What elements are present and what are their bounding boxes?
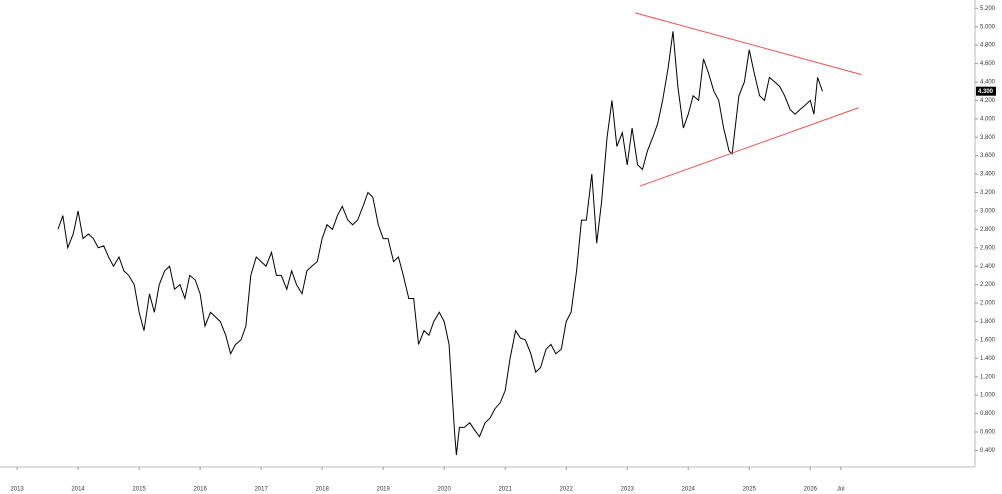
y-tick-label: 3.600 xyxy=(980,153,996,159)
x-tick-label: 2016 xyxy=(193,487,207,493)
y-tick-label: 4.200 xyxy=(980,98,996,104)
y-tick-label: 2.600 xyxy=(980,245,996,251)
y-tick-label: 3.200 xyxy=(980,190,996,196)
x-tick-label: 2022 xyxy=(560,487,574,493)
y-tick-label: 5.000 xyxy=(980,24,996,30)
y-tick-label: 0.400 xyxy=(980,448,996,454)
x-tick-label: 2015 xyxy=(132,487,146,493)
y-tick-label: 0.600 xyxy=(980,430,996,436)
y-tick-label: 1.800 xyxy=(980,319,996,325)
trend-line xyxy=(639,107,859,187)
x-tick-label: 2026 xyxy=(804,487,818,493)
y-tick-label: 1.400 xyxy=(980,356,996,362)
y-tick-label: 1.600 xyxy=(980,337,996,343)
price-line xyxy=(57,31,823,456)
trend-line xyxy=(635,12,862,76)
y-tick-label: 1.000 xyxy=(980,393,996,399)
x-tick-label: Jul xyxy=(837,487,845,493)
x-tick-label: 2014 xyxy=(71,487,85,493)
y-tick-label: 2.800 xyxy=(980,227,996,233)
last-price-tag xyxy=(976,86,996,96)
y-tick-label: 0.800 xyxy=(980,411,996,417)
y-tick-label: 3.800 xyxy=(980,135,996,141)
y-tick-label: 5.200 xyxy=(980,6,996,12)
y-tick-label: 4.600 xyxy=(980,61,996,67)
x-tick-label: 2017 xyxy=(254,487,268,493)
x-tick-label: 2018 xyxy=(315,487,329,493)
x-tick-label: 2023 xyxy=(621,487,635,493)
y-tick-label: 2.400 xyxy=(980,264,996,270)
y-tick-label: 4.400 xyxy=(980,80,996,86)
last-price-label: 4.300 xyxy=(978,89,994,95)
y-tick-label: 2.200 xyxy=(980,282,996,288)
y-tick-label: 2.000 xyxy=(980,301,996,307)
x-tick-label: 2021 xyxy=(499,487,513,493)
x-tick-label: 2013 xyxy=(10,487,24,493)
x-tick-label: 2025 xyxy=(743,487,757,493)
x-tick-label: 2020 xyxy=(438,487,452,493)
y-tick-label: 4.800 xyxy=(980,43,996,49)
y-tick-label: 3.400 xyxy=(980,172,996,178)
y-tick-label: 4.000 xyxy=(980,116,996,122)
y-tick-label: 3.000 xyxy=(980,209,996,215)
x-tick-label: 2019 xyxy=(376,487,390,493)
x-tick-label: 2024 xyxy=(682,487,696,493)
y-tick-label: 1.200 xyxy=(980,374,996,380)
